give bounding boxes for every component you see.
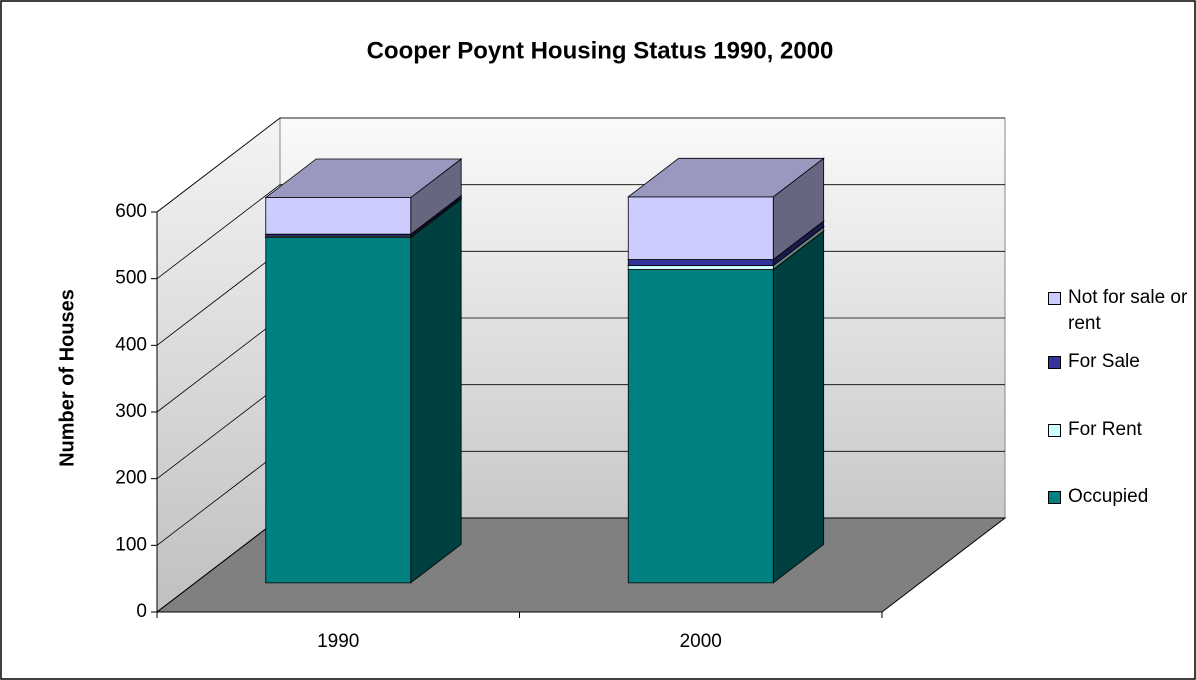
- bar-front: [627, 196, 774, 260]
- bar-front: [265, 197, 412, 235]
- legend-label: For Sale: [1068, 351, 1140, 372]
- y-tick-label: 400: [115, 334, 147, 355]
- bar-front: [627, 269, 774, 584]
- y-tick-label: 300: [115, 401, 147, 422]
- y-tick-label: 100: [115, 534, 147, 555]
- bar-side: [772, 230, 825, 584]
- y-tick-label: 600: [115, 201, 147, 222]
- legend-label: Not for sale or rent: [1068, 287, 1188, 334]
- legend-swatch: [1048, 356, 1061, 369]
- y-tick-label: 500: [115, 268, 147, 289]
- y-tick-label: 0: [136, 601, 147, 622]
- y-axis-label: Number of Houses: [56, 289, 78, 467]
- legend-swatch: [1048, 424, 1061, 437]
- legend-label: Occupied: [1068, 486, 1149, 507]
- x-tick-label: 1990: [317, 631, 359, 652]
- bar-top: [627, 157, 825, 198]
- bar-front: [627, 265, 774, 270]
- bar-front: [265, 237, 412, 584]
- legend-swatch: [1048, 292, 1061, 305]
- bar-front: [627, 259, 774, 266]
- y-tick-label: 200: [115, 468, 147, 489]
- bar-top: [264, 158, 463, 198]
- legend-swatch: [1048, 491, 1061, 504]
- bar-side: [410, 198, 462, 584]
- grid-line: [156, 117, 1005, 213]
- chart-title: Cooper Poynt Housing Status 1990, 2000: [367, 37, 834, 64]
- legend-label: For Rent: [1068, 419, 1142, 440]
- x-tick-label: 2000: [680, 631, 722, 652]
